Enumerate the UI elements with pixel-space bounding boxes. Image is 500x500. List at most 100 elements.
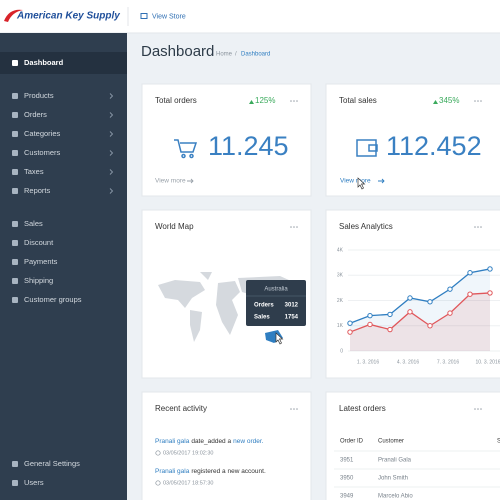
menu-icon (12, 278, 18, 284)
chevron (109, 188, 114, 194)
logo-swoosh (4, 9, 23, 22)
y-tick-label: 3K (337, 273, 344, 279)
activity-object[interactable]: new order. (233, 438, 264, 445)
card-title: Sales Analytics (339, 222, 393, 231)
point (347, 320, 353, 326)
menu-item[interactable]: General Settings (24, 459, 80, 468)
arrow (187, 178, 194, 184)
x-tick-label: 4. 3. 2016 (397, 359, 419, 365)
map-region (200, 272, 212, 280)
more-dot (474, 100, 476, 102)
menu-icon (12, 240, 18, 246)
more-dot (293, 226, 295, 228)
tooltip-label: Orders (254, 303, 274, 309)
menu-item[interactable]: Customer groups (24, 295, 82, 304)
menu-icon (12, 188, 18, 194)
line (349, 268, 491, 324)
point (387, 311, 393, 318)
store-link[interactable]: View Store (152, 13, 186, 20)
cart-icon (174, 139, 198, 159)
tooltip-label: Sales (254, 315, 270, 321)
activity-user[interactable]: Pranali gala (155, 468, 190, 475)
menu-icon (12, 259, 18, 265)
more-dot (296, 226, 298, 228)
view-more[interactable]: View more (340, 178, 371, 185)
card (141, 391, 312, 500)
menu-icon (12, 131, 18, 137)
menu-item[interactable]: Orders (24, 110, 47, 119)
more-dot (477, 226, 479, 228)
order-cell: Pranali Gala (378, 458, 412, 464)
tooltip-value: 3012 (285, 303, 299, 309)
y-tick-label: 4K (337, 247, 344, 253)
map-region (158, 280, 205, 308)
more-dot (477, 100, 479, 102)
menu-icon (12, 480, 18, 486)
more-dot (293, 408, 295, 410)
header-bar (0, 0, 500, 33)
menu-item[interactable]: Shipping (24, 276, 53, 285)
breadcrumb-current: Dashboard (241, 52, 270, 58)
menu-item[interactable]: Dashboard (24, 58, 64, 67)
chevron (109, 93, 114, 99)
menu-item[interactable]: Discount (24, 238, 54, 247)
area (350, 268, 490, 351)
menu-icon (12, 60, 18, 66)
menu-icon (12, 221, 18, 227)
chevron (109, 112, 114, 118)
menu-icon (12, 150, 18, 156)
activity-user[interactable]: Pranali gala (155, 438, 190, 445)
store-icon (140, 13, 148, 19)
point (487, 266, 493, 272)
column-header: Customer (378, 439, 404, 445)
menu-item[interactable]: Reports (24, 186, 51, 195)
menu-icon (12, 169, 18, 175)
stat-change: 345% (439, 96, 459, 105)
view-more[interactable]: View more (155, 178, 186, 185)
more-dot (480, 226, 482, 228)
breadcrumb-home[interactable]: Home (216, 52, 233, 58)
point (467, 270, 473, 276)
menu-item[interactable]: Payments (24, 257, 58, 266)
tooltip-value: 1754 (285, 315, 299, 321)
clock-icon (155, 480, 161, 486)
point (407, 309, 413, 315)
activity-action: date_added a (191, 438, 231, 445)
map-region (216, 281, 240, 335)
point (467, 291, 473, 297)
point (487, 290, 493, 296)
activity-action: registered a new account. (191, 468, 266, 475)
menu-item[interactable]: Products (24, 91, 54, 100)
logo: American Key Supply (16, 11, 120, 22)
card-title: World Map (155, 222, 194, 231)
clock-icon (155, 450, 161, 456)
menu-item[interactable]: Sales (24, 219, 43, 228)
activity-text: Pranali gala registered a new account. (155, 468, 266, 475)
more-dot (290, 100, 292, 102)
y-tick-label: 0 (340, 348, 343, 354)
stat-change: 125% (255, 96, 275, 105)
wallet-icon (356, 139, 378, 157)
menu-item[interactable]: Customers (24, 148, 61, 157)
sidebar-active (0, 52, 127, 74)
menu-item[interactable]: Users (24, 478, 44, 487)
menu-item[interactable]: Taxes (24, 167, 44, 176)
more-dot (290, 226, 292, 228)
sidebar (0, 33, 127, 500)
more-dot (296, 100, 298, 102)
point (447, 310, 453, 316)
stat-value: 112.452 (386, 131, 482, 161)
map-region (190, 310, 202, 342)
stat-value: 11.245 (208, 131, 289, 161)
arrow (378, 178, 385, 184)
menu-item[interactable]: Categories (24, 129, 61, 138)
x-tick-label: 1. 3. 2016 (357, 359, 379, 365)
order-cell: 3951 (340, 458, 354, 464)
more-dot (296, 408, 298, 410)
order-cell: 3949 (340, 494, 354, 500)
card (325, 83, 500, 197)
column-header: Status (497, 439, 500, 445)
area (350, 292, 490, 351)
menu-icon (12, 297, 18, 303)
